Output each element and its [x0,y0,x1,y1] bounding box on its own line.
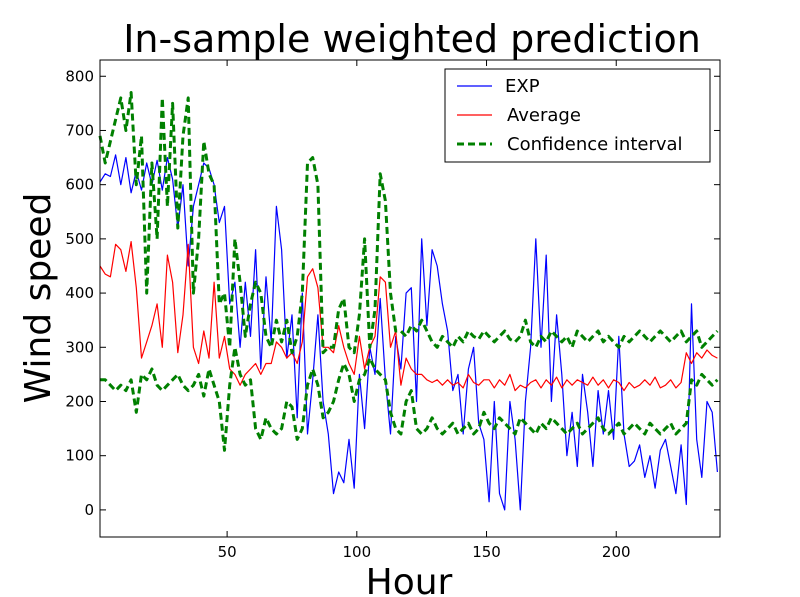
series-line-2 [98,91,719,355]
x-tick-label: 150 [472,543,501,561]
y-tick-label: 800 [65,67,94,85]
y-tick-label: 500 [65,230,94,248]
chart-title: In-sample weighted prediction [123,17,701,61]
y-tick-label: 0 [84,501,94,519]
legend: EXP Average Confidence interval [444,68,711,163]
series-line-3 [100,345,719,452]
y-tick-label: 400 [65,284,94,302]
y-axis-label: Wind speed [18,193,59,404]
series-layer [98,91,719,511]
x-tick-label: 100 [342,543,371,561]
x-tick-label: 50 [218,543,237,561]
y-tick-label: 300 [65,338,94,356]
legend-label-confidence-interval: Confidence interval [507,134,683,155]
series-line-1 [99,241,718,392]
plot-frame [99,59,721,538]
y-tick-label: 700 [65,121,94,139]
y-tick-label: 200 [65,392,94,410]
legend-label-exp: EXP [505,76,540,97]
legend-label-average: Average [507,105,581,126]
y-tick-label: 600 [65,176,94,194]
y-tick-label: 100 [65,447,94,465]
x-tick-label: 200 [602,543,631,561]
ticks-layer: 50 100 150 200 0 100 200 300 400 500 600 700 800 [65,60,720,561]
x-axis-label: Hour [366,562,453,597]
